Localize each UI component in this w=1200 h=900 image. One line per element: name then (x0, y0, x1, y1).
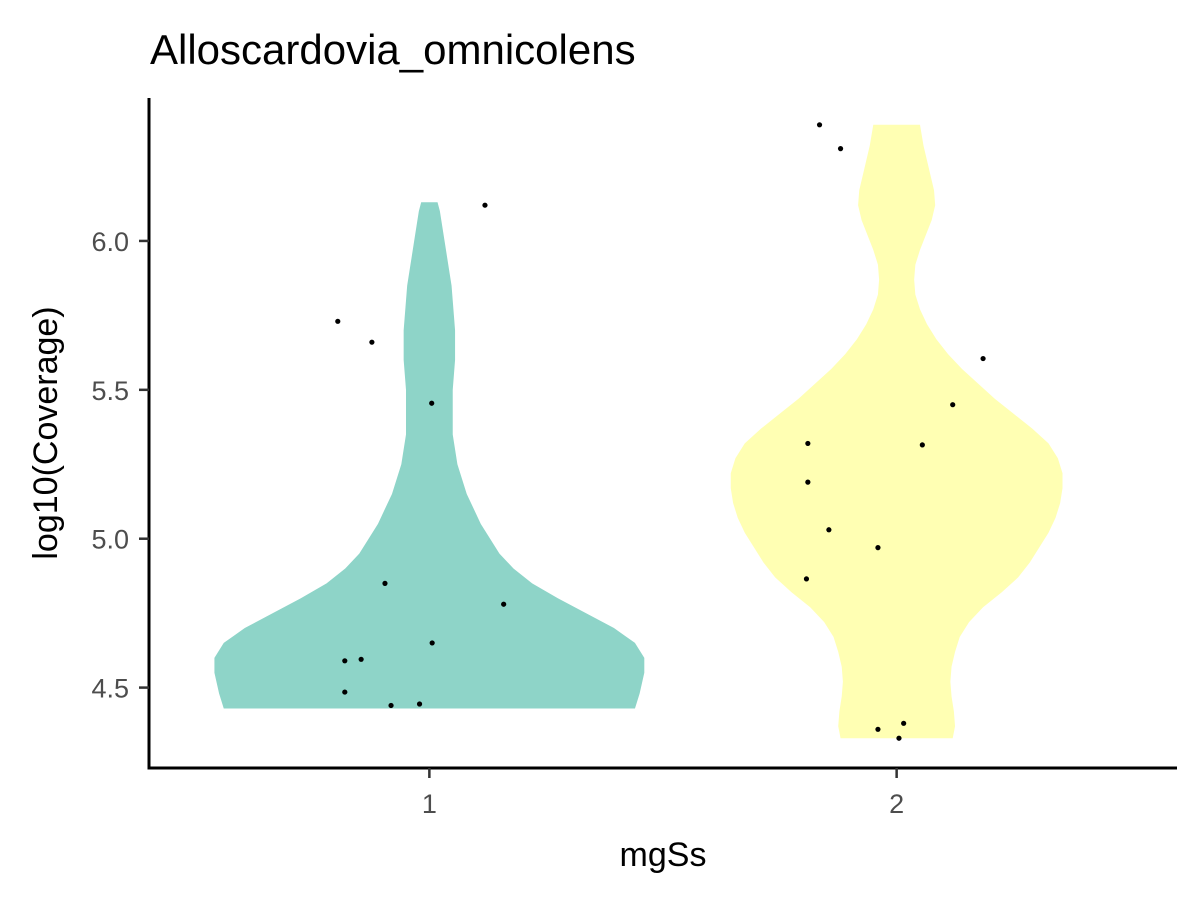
x-tick-label: 1 (422, 789, 437, 819)
data-point-1-4 (429, 400, 435, 406)
data-point-1-1 (335, 318, 341, 324)
y-tick-label: 6.0 (91, 227, 129, 257)
data-point-1-3 (482, 202, 488, 208)
violin-1 (214, 202, 645, 709)
y-tick-label: 4.5 (91, 674, 129, 704)
data-point-2-7 (805, 479, 811, 485)
x-tick-label: 2 (889, 789, 904, 819)
y-tick-label: 5.5 (91, 376, 129, 406)
data-point-2-1 (816, 122, 823, 128)
data-point-1-12 (416, 701, 423, 707)
data-point-1-6 (501, 601, 507, 607)
plot-area (214, 122, 1063, 741)
data-point-2-10 (803, 576, 810, 582)
data-point-1-9 (358, 656, 364, 662)
data-point-1-8 (342, 658, 348, 664)
y-axis-title: log10(Coverage) (27, 306, 65, 559)
data-point-1-5 (382, 580, 388, 586)
data-point-2-4 (950, 402, 956, 408)
data-point-2-13 (896, 735, 902, 741)
data-point-2-9 (875, 545, 881, 551)
violin-2 (730, 124, 1063, 739)
x-axis-title: mgSs (620, 836, 707, 874)
data-point-2-3 (980, 355, 986, 362)
data-point-2-11 (901, 720, 907, 726)
data-point-2-6 (805, 440, 811, 447)
data-point-1-2 (369, 339, 375, 345)
y-axis-ticks: 4.5 5.0 5.5 6.0 (91, 227, 149, 704)
data-point-1-11 (388, 702, 394, 709)
data-point-2-2 (837, 146, 844, 152)
data-point-1-10 (342, 689, 348, 695)
data-point-1-7 (429, 640, 435, 646)
data-point-2-5 (919, 442, 925, 448)
y-tick-label: 5.0 (91, 525, 129, 555)
data-point-2-12 (875, 726, 881, 732)
data-point-2-8 (826, 527, 832, 533)
chart-title: Alloscardovia_omnicolens (150, 26, 636, 73)
